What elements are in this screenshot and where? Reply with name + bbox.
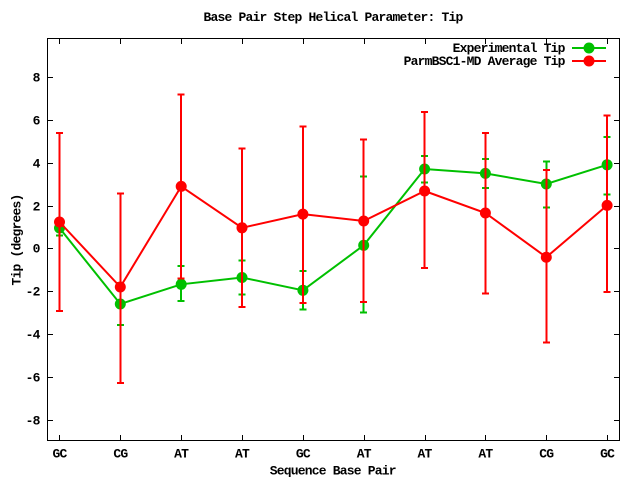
- svg-text:Sequence Base Pair: Sequence Base Pair: [270, 464, 396, 479]
- svg-text:0: 0: [33, 242, 41, 257]
- svg-text:-2: -2: [26, 285, 41, 300]
- svg-text:GC: GC: [600, 447, 615, 462]
- svg-text:Experimental Tip: Experimental Tip: [453, 41, 566, 56]
- svg-text:GC: GC: [52, 447, 67, 462]
- svg-text:AT: AT: [357, 447, 372, 462]
- svg-text:CG: CG: [539, 447, 554, 462]
- svg-text:AT: AT: [478, 447, 493, 462]
- svg-text:AT: AT: [418, 447, 433, 462]
- svg-text:CG: CG: [113, 447, 128, 462]
- svg-text:Tip (degrees): Tip (degrees): [10, 194, 25, 285]
- svg-text:2: 2: [33, 200, 41, 215]
- svg-text:-6: -6: [26, 371, 41, 386]
- svg-text:-4: -4: [26, 328, 41, 343]
- svg-text:Base Pair Step Helical Paramet: Base Pair Step Helical Parameter: Tip: [203, 10, 463, 25]
- svg-text:AT: AT: [235, 447, 250, 462]
- svg-text:GC: GC: [296, 447, 311, 462]
- svg-text:-8: -8: [26, 414, 41, 429]
- svg-text:AT: AT: [174, 447, 189, 462]
- svg-text:4: 4: [33, 157, 41, 172]
- svg-text:6: 6: [33, 114, 41, 129]
- svg-text:8: 8: [33, 71, 41, 86]
- svg-text:ParmBSC1-MD Average Tip: ParmBSC1-MD Average Tip: [404, 54, 566, 69]
